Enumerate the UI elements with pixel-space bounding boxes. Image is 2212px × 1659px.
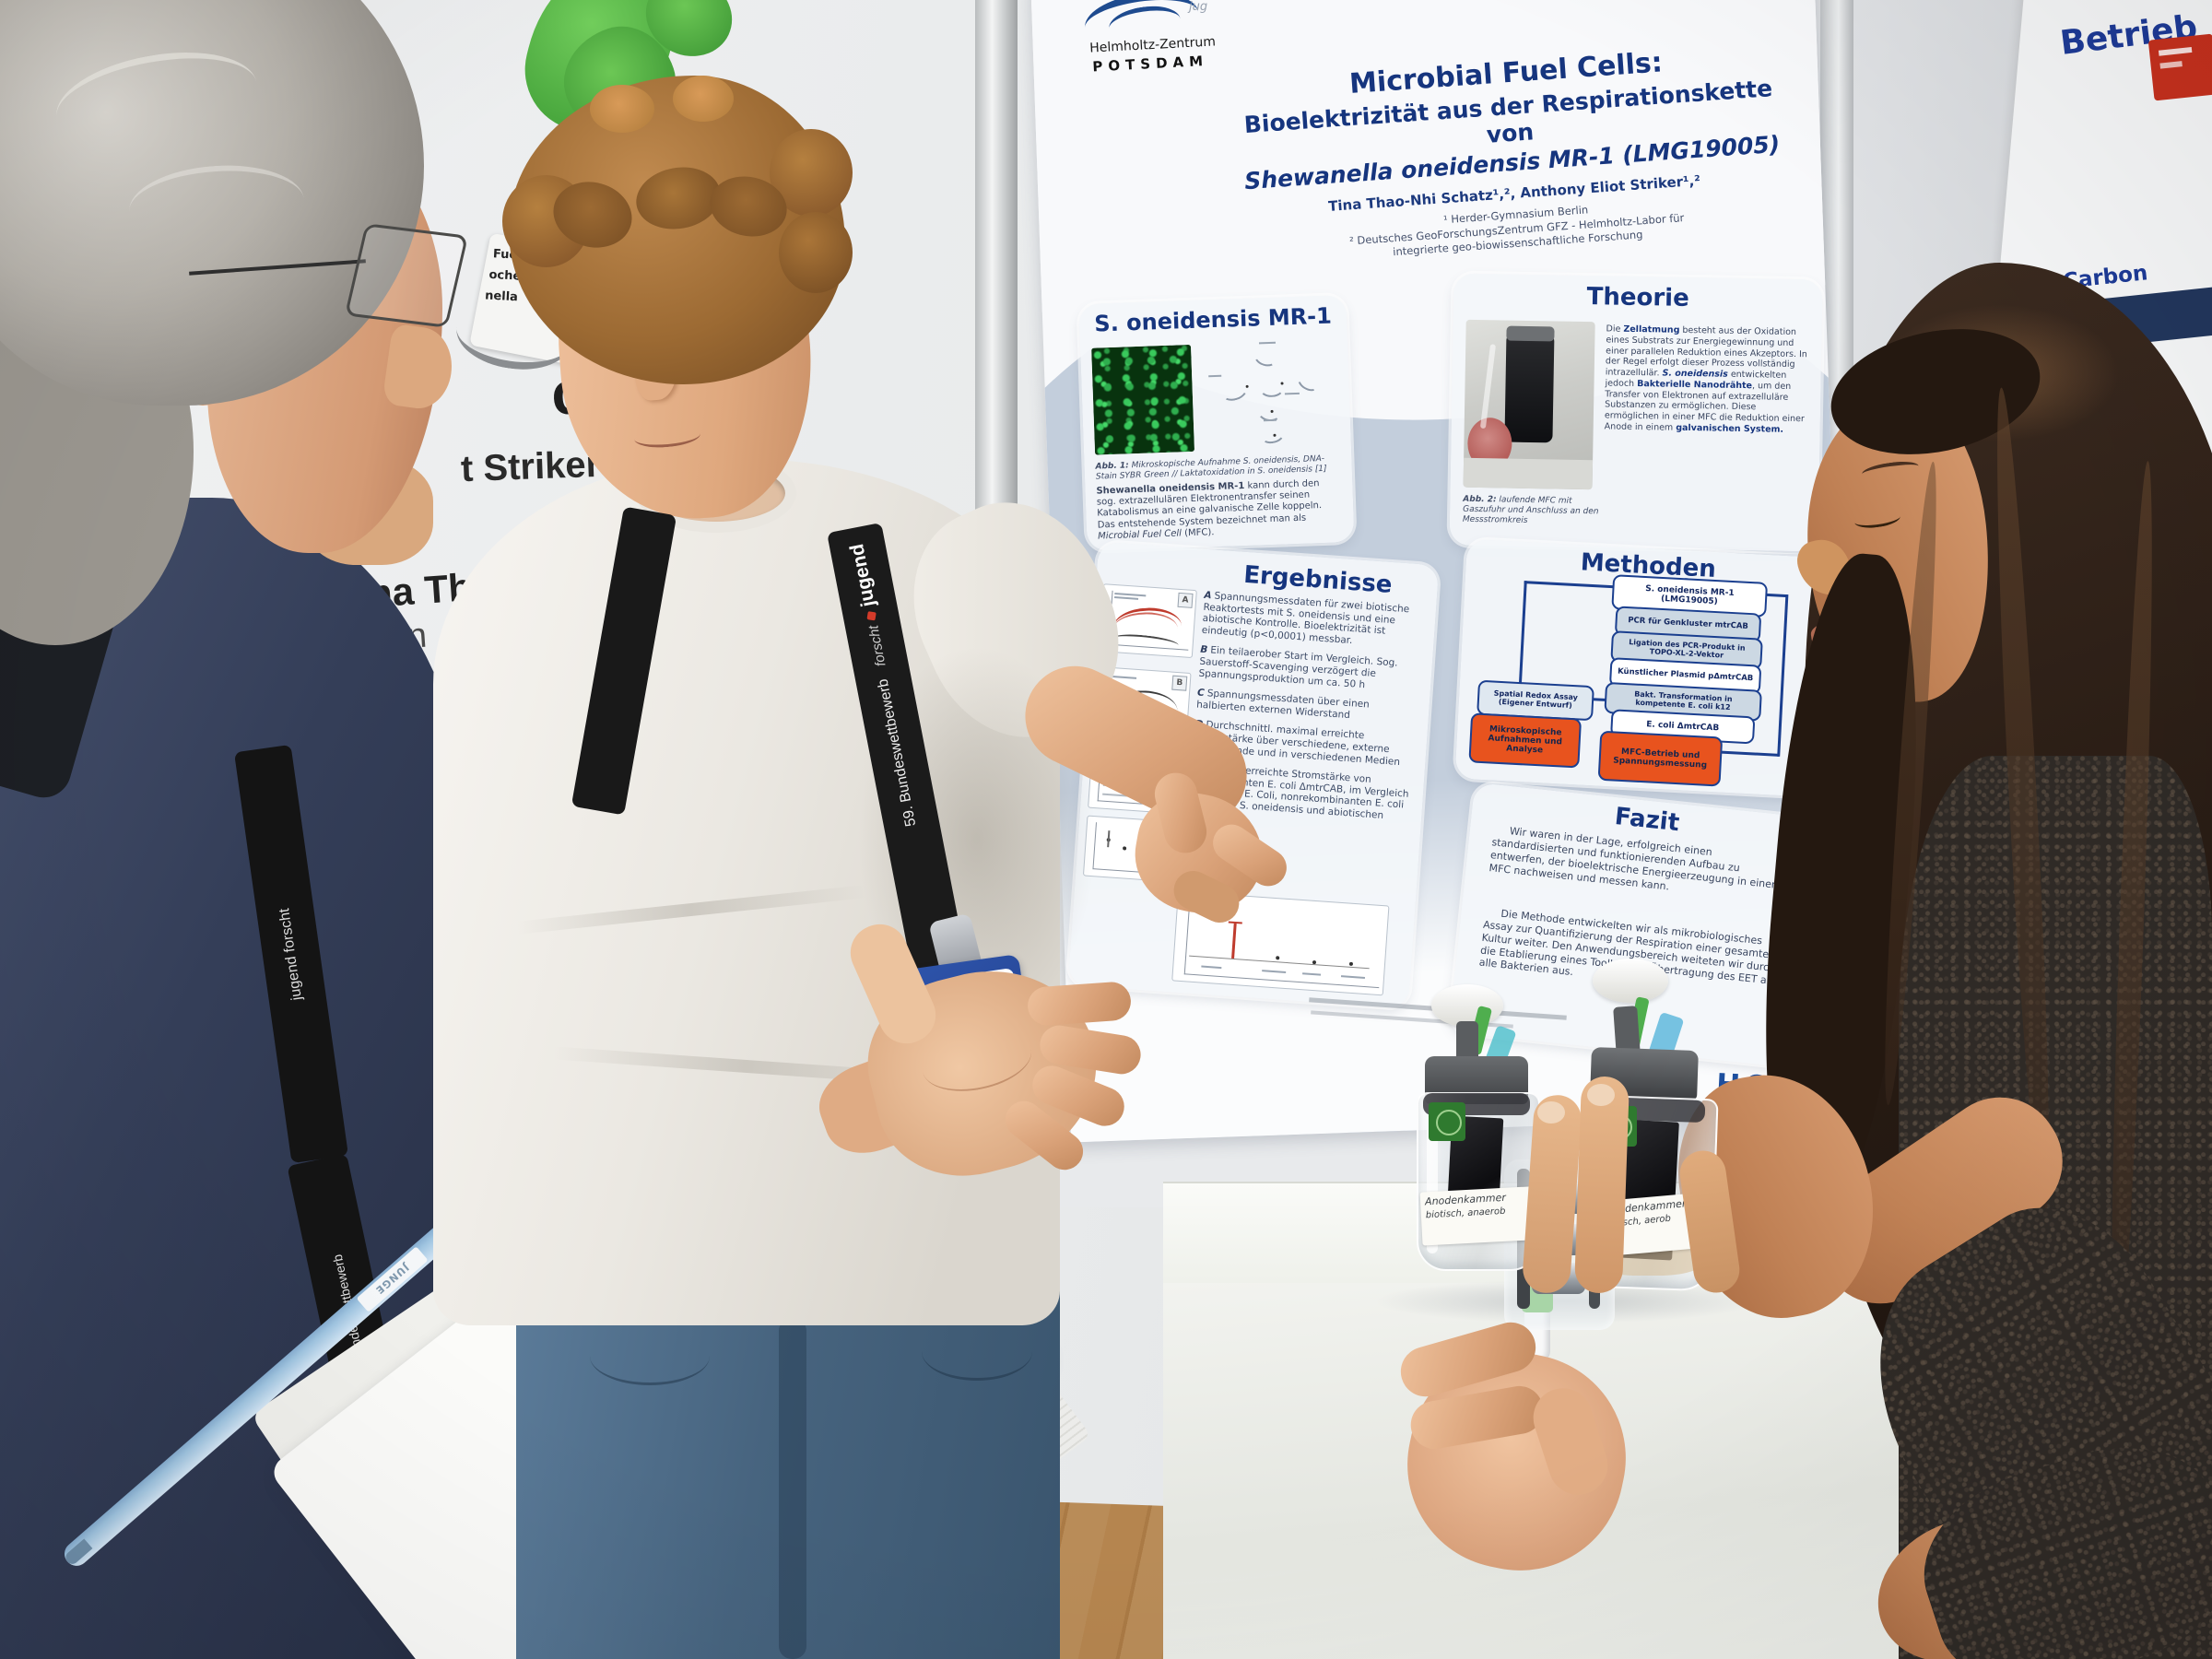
lanyard-event-text: 59. Bundeswettbewerb: [875, 677, 920, 828]
result-item: C Spannungsmessdaten über einen halbierte…: [1195, 687, 1371, 721]
open-hand-finger: [1026, 981, 1133, 1027]
flow-microscopy: Mikroskopische Aufnahmen und Analyse: [1468, 712, 1583, 769]
photo-bottle-cap: [1506, 325, 1555, 342]
photo-tube: [1479, 344, 1497, 429]
panel-oneidensis: S. oneidensis MR-1 Abb. 1: Mikroskopisch…: [1078, 295, 1355, 551]
hair-highlight-curl: [590, 85, 654, 133]
right-bottle-filter-disc: [1593, 959, 1668, 1003]
red-box-mark: [2159, 61, 2183, 69]
result-item: B Ein teilaerober Start im Vergleich. Sog…: [1198, 644, 1398, 690]
poster-watermark: jug: [1189, 0, 1208, 14]
oneidensis-caption: Abb. 1: Mikroskopische Aufnahme S. oneid…: [1095, 453, 1341, 482]
gfz-logo-line2: POTSDAM: [1091, 52, 1209, 76]
old-man-nose: [382, 323, 457, 413]
red-logo-box: [2147, 33, 2212, 101]
flow-mfc-operation: MFC-Betrieb und Spannungsmessung: [1597, 730, 1724, 787]
microscopy-image: [1091, 344, 1195, 455]
woman-front-finger: [1573, 1076, 1630, 1294]
caption-label: Abb. 2:: [1463, 494, 1497, 505]
caption-label: Abb. 1:: [1095, 461, 1129, 472]
jeans-pocket-line: [590, 1327, 710, 1385]
theorie-heading: Theorie: [1586, 283, 1689, 312]
jeans-pocket-line: [922, 1323, 1032, 1381]
woman-fingernail: [1587, 1084, 1615, 1106]
theorie-caption: Abb. 2: laufende MFC mit Gaszufuhr und A…: [1463, 495, 1602, 527]
old-man-glasses-lens: [344, 223, 469, 328]
sticker-emblem-icon: [1436, 1110, 1462, 1135]
caption-text: Mikroskopische Aufnahme S. oneidensis, D…: [1095, 453, 1327, 482]
poster-title-block: Microbial Fuel Cells: Bioelektrizität au…: [1219, 38, 1803, 270]
lanyard-red-dot-icon: [865, 611, 877, 621]
panel-theorie: Theorie Abb. 2: laufende MFC mit Gaszufu…: [1449, 273, 1823, 552]
photo-bench: [1463, 457, 1594, 490]
oneidensis-body: Shewanella oneidensis MR-1 kann durch de…: [1096, 478, 1323, 542]
hair-highlight-curl: [673, 76, 734, 122]
panel-methoden: Methoden S. oneidensis MR-1 (LMG19005) P…: [1454, 538, 1831, 798]
theorie-body: Die Zellatmung besteht aus der Oxidation…: [1604, 324, 1807, 435]
old-man-lanyard-text: jugend forscht: [276, 907, 305, 1002]
left-bottle-port: [1456, 1021, 1478, 1062]
lanyard-brand-bold: jugend: [846, 542, 879, 609]
oneidensis-heading: S. oneidensis MR-1: [1093, 302, 1333, 337]
photo-bottle: [1504, 333, 1555, 443]
red-box-mark: [2158, 46, 2193, 56]
pathway-diagram: [1200, 339, 1340, 451]
left-bottle-filter-disc: [1431, 984, 1503, 1027]
mfc-photo: [1463, 319, 1595, 490]
left-bottle-green-sticker: [1429, 1102, 1465, 1141]
lanyard-brand-light: forscht: [865, 623, 889, 668]
woman-fingernail: [1537, 1101, 1565, 1124]
hair-curl: [779, 212, 853, 293]
jeans-center-seam: [779, 1318, 806, 1659]
